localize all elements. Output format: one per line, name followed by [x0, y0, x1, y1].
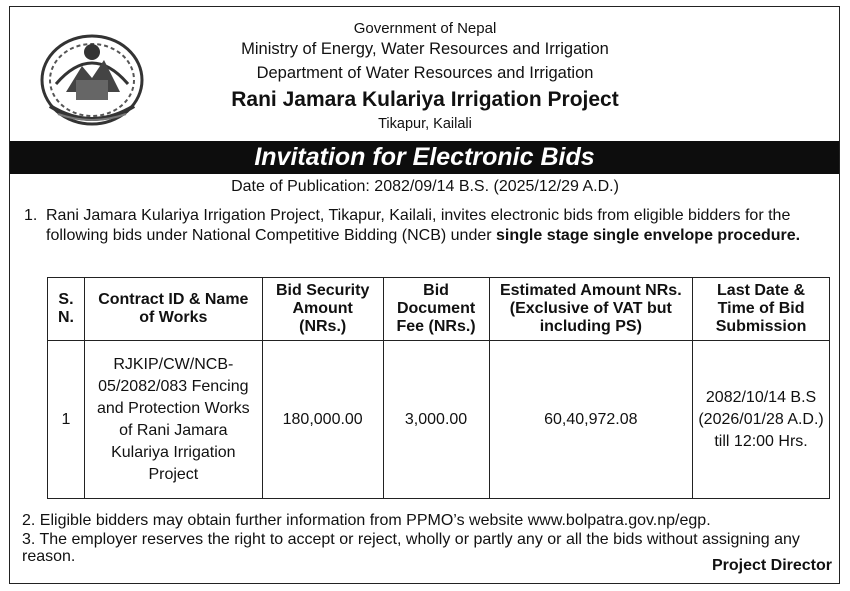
- bids-table: S. N. Contract ID & Name of Works Bid Se…: [47, 277, 830, 499]
- notice-border: [9, 6, 840, 584]
- header-doc-fee: Bid Document Fee (NRs.): [382, 277, 490, 341]
- paragraph-2: 2. Eligible bidders may obtain further i…: [22, 512, 711, 529]
- paragraph-1-text: Rani Jamara Kulariya Irrigation Project,…: [46, 207, 791, 244]
- government-line: Government of Nepal: [353, 20, 497, 37]
- nepal-government-emblem-icon: [40, 34, 144, 126]
- paragraph-1-number: 1.: [24, 207, 38, 224]
- project-name: Rani Jamara Kulariya Irrigation Project: [231, 88, 619, 111]
- header-contract: Contract ID & Name of Works: [83, 277, 263, 341]
- project-location: Tikapur, Kailali: [378, 116, 472, 132]
- paragraph-3: 3. The employer reserves the right to ac…: [22, 531, 800, 565]
- header-sn: S. N.: [47, 277, 85, 341]
- signer-title: Project Director: [711, 557, 832, 574]
- department-line: Department of Water Resources and Irriga…: [256, 64, 594, 82]
- ministry-line: Ministry of Energy, Water Resources and …: [241, 40, 609, 58]
- cell-bid-security: 180,000.00: [261, 340, 384, 499]
- cell-doc-fee: 3,000.00: [382, 340, 490, 499]
- table-row: 1 RJKIP/CW/NCB-05/2082/083 Fencing and P…: [47, 340, 830, 499]
- paragraph-1: 1. Rani Jamara Kulariya Irrigation Proje…: [24, 206, 824, 246]
- cell-sn: 1: [47, 340, 85, 499]
- table-header-row: S. N. Contract ID & Name of Works Bid Se…: [47, 277, 830, 341]
- cell-contract: RJKIP/CW/NCB-05/2082/083 Fencing and Pro…: [83, 340, 263, 499]
- header-last-date: Last Date & Time of Bid Submission: [692, 277, 830, 341]
- header-bid-security: Bid Security Amount (NRs.): [261, 277, 384, 341]
- cell-last-date: 2082/10/14 B.S (2026/01/28 A.D.) till 12…: [692, 340, 830, 499]
- publication-date: Date of Publication: 2082/09/14 B.S. (20…: [231, 178, 619, 195]
- cell-estimated-amount: 60,40,972.08: [488, 340, 694, 499]
- header-estimated-amount: Estimated Amount NRs. (Exclusive of VAT …: [488, 277, 694, 341]
- notice-title-banner: Invitation for Electronic Bids: [10, 141, 839, 174]
- paragraph-1-bold-text: single stage single envelope procedure.: [496, 227, 801, 244]
